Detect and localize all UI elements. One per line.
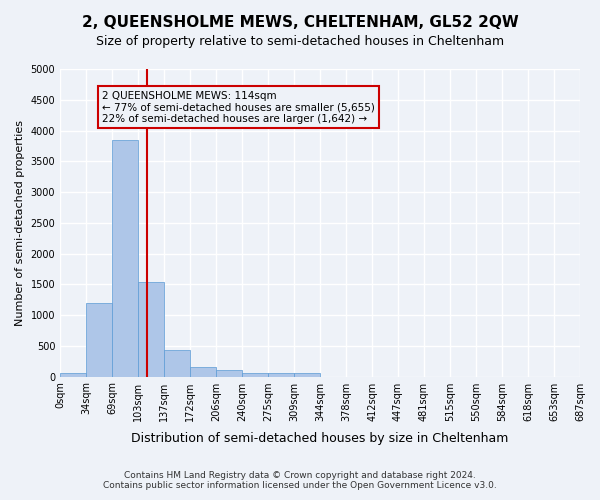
Text: 2, QUEENSHOLME MEWS, CHELTENHAM, GL52 2QW: 2, QUEENSHOLME MEWS, CHELTENHAM, GL52 2Q…	[82, 15, 518, 30]
X-axis label: Distribution of semi-detached houses by size in Cheltenham: Distribution of semi-detached houses by …	[131, 432, 509, 445]
Bar	[216, 370, 242, 376]
Text: Contains HM Land Registry data © Crown copyright and database right 2024.
Contai: Contains HM Land Registry data © Crown c…	[103, 470, 497, 490]
Bar	[112, 140, 138, 376]
Bar	[190, 366, 216, 376]
Bar	[138, 282, 164, 376]
Text: Size of property relative to semi-detached houses in Cheltenham: Size of property relative to semi-detach…	[96, 35, 504, 48]
Bar	[242, 373, 268, 376]
Bar	[164, 350, 190, 376]
Y-axis label: Number of semi-detached properties: Number of semi-detached properties	[15, 120, 25, 326]
Bar	[60, 374, 86, 376]
Text: 2 QUEENSHOLME MEWS: 114sqm
← 77% of semi-detached houses are smaller (5,655)
22%: 2 QUEENSHOLME MEWS: 114sqm ← 77% of semi…	[102, 90, 374, 124]
Bar	[268, 373, 294, 376]
Bar	[294, 373, 320, 376]
Bar	[86, 302, 112, 376]
